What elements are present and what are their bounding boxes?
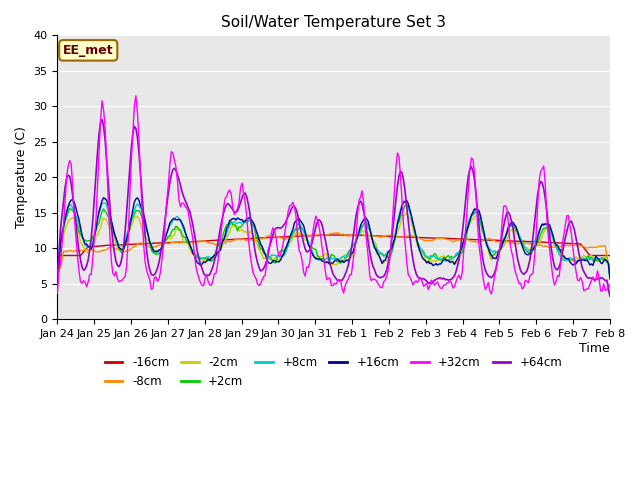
Line: -2cm: -2cm [58, 213, 610, 280]
+64cm [297, 227, 305, 233]
+8cm [218, 240, 226, 246]
-16cm [54, 252, 61, 258]
+2cm [401, 203, 409, 208]
-2cm [403, 210, 411, 216]
+32cm [579, 278, 586, 284]
-8cm [606, 267, 614, 273]
+2cm [237, 224, 244, 230]
-8cm [54, 267, 61, 273]
Title: Soil/Water Temperature Set 3: Soil/Water Temperature Set 3 [221, 15, 446, 30]
+32cm [606, 284, 614, 289]
+16cm [54, 281, 61, 287]
Line: +16cm: +16cm [58, 198, 610, 284]
-8cm [246, 236, 253, 242]
-16cm [577, 241, 584, 247]
+8cm [606, 273, 614, 279]
Line: +2cm: +2cm [58, 205, 610, 284]
+32cm [54, 290, 61, 296]
-2cm [606, 273, 614, 278]
Text: EE_met: EE_met [63, 44, 113, 57]
+64cm [238, 195, 246, 201]
+32cm [132, 93, 140, 99]
+16cm [220, 237, 227, 243]
+16cm [297, 218, 305, 224]
+32cm [297, 251, 305, 256]
+16cm [123, 237, 131, 242]
-2cm [218, 244, 226, 250]
-16cm [218, 237, 226, 243]
-16cm [237, 236, 244, 242]
+16cm [100, 195, 108, 201]
+64cm [577, 257, 584, 263]
Line: -8cm: -8cm [58, 233, 610, 270]
+64cm [606, 293, 614, 299]
Line: -16cm: -16cm [58, 235, 610, 255]
+8cm [121, 238, 129, 244]
-8cm [332, 230, 340, 236]
-8cm [577, 243, 584, 249]
+2cm [246, 216, 253, 222]
+8cm [401, 199, 409, 204]
+2cm [121, 243, 129, 249]
+16cm [606, 276, 614, 282]
X-axis label: Time: Time [579, 342, 610, 355]
-8cm [218, 240, 226, 246]
-2cm [54, 277, 61, 283]
+2cm [606, 274, 614, 279]
-16cm [606, 252, 614, 258]
-2cm [237, 228, 244, 233]
Line: +8cm: +8cm [58, 202, 610, 283]
-16cm [295, 233, 303, 239]
+16cm [577, 257, 584, 263]
Legend: -16cm, -8cm, -2cm, +2cm, +8cm, +16cm, +32cm, +64cm: -16cm, -8cm, -2cm, +2cm, +8cm, +16cm, +3… [100, 352, 567, 393]
+8cm [237, 220, 244, 226]
+16cm [248, 217, 255, 223]
+32cm [220, 205, 227, 211]
-16cm [121, 241, 129, 247]
+16cm [238, 217, 246, 223]
-16cm [335, 232, 343, 238]
+64cm [123, 209, 131, 215]
-2cm [121, 241, 129, 247]
-16cm [246, 236, 253, 241]
+32cm [121, 274, 129, 280]
+8cm [577, 257, 584, 263]
+2cm [54, 281, 61, 287]
+64cm [220, 210, 227, 216]
-2cm [577, 255, 584, 261]
Y-axis label: Temperature (C): Temperature (C) [15, 126, 28, 228]
Line: +64cm: +64cm [58, 120, 610, 296]
+64cm [248, 222, 255, 228]
+2cm [218, 235, 226, 241]
+32cm [248, 260, 255, 265]
Line: +32cm: +32cm [58, 96, 610, 294]
+2cm [295, 225, 303, 230]
+32cm [238, 180, 246, 186]
+64cm [98, 117, 106, 122]
-2cm [295, 230, 303, 236]
-2cm [246, 228, 253, 234]
+32cm [488, 291, 495, 297]
-8cm [295, 233, 303, 239]
+8cm [295, 221, 303, 227]
+8cm [246, 216, 253, 222]
-8cm [237, 237, 244, 243]
-8cm [121, 249, 129, 254]
+2cm [577, 257, 584, 263]
+64cm [54, 271, 61, 277]
+8cm [54, 280, 61, 286]
